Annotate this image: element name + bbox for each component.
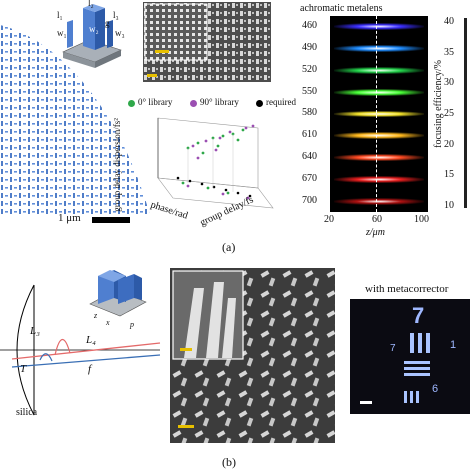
label-g: g — [105, 18, 110, 28]
ray-blue — [11, 354, 161, 368]
xtick-60: 60 — [372, 214, 382, 225]
wavelength-label-670: 670 — [302, 172, 317, 184]
group-delay-3d-plot — [157, 117, 274, 209]
legend-dot-required — [256, 100, 263, 107]
colorbar-tick-40: 40 — [444, 16, 454, 27]
colorbar-tick-30: 30 — [444, 77, 454, 89]
focus-band-640 — [334, 154, 424, 162]
xtick-20: 20 — [324, 214, 334, 225]
metacorrector-image: 7 7 1 6 — [350, 299, 470, 414]
nanostructure-inset — [89, 270, 147, 317]
label-L4: L₄ — [86, 334, 96, 346]
scatter-required — [176, 176, 252, 198]
chart-digit-1: 1 — [450, 339, 457, 351]
wavelength-label-520: 520 — [302, 63, 317, 75]
bar-1 — [410, 333, 414, 353]
label-T: T — [20, 363, 27, 375]
small-bar-1 — [404, 391, 407, 403]
focus-band-580 — [334, 110, 424, 118]
focus-band-520 — [334, 66, 424, 74]
sem-image-bottom — [170, 268, 335, 443]
chart-digit-6: 6 — [432, 383, 439, 395]
panel-b-label: (b) — [222, 455, 236, 469]
pulse-blue — [39, 353, 53, 362]
focus-band-490 — [334, 45, 424, 53]
wavelength-labels: 460 490 520 550 580 610 640 670 700 — [302, 16, 328, 212]
bar-2 — [418, 333, 422, 353]
colorbar — [464, 18, 467, 208]
focal-line — [376, 16, 377, 212]
hbar-1 — [404, 361, 430, 364]
hbar-3 — [404, 373, 430, 376]
scatter-purple — [186, 124, 255, 200]
xtick-100: 100 — [414, 214, 429, 225]
sem-texture — [143, 2, 271, 82]
wavelength-label-700: 700 — [302, 194, 317, 206]
label-silica: silica — [16, 407, 38, 418]
wavelength-label-490: 490 — [302, 42, 317, 54]
focus-band-550 — [334, 88, 424, 96]
focus-band-700 — [334, 197, 424, 205]
legend-dot-lib90 — [190, 100, 197, 107]
legend-lib0: 0° library — [138, 97, 173, 107]
label-f: f — [88, 363, 92, 375]
wavelength-label-610: 610 — [302, 129, 317, 141]
focus-band-610 — [334, 132, 424, 140]
small-bar-3 — [416, 391, 419, 403]
scale-bar-label: 1 μm — [58, 212, 81, 224]
label-L3: L₃ — [30, 325, 40, 337]
metacorrector-scale-bar — [360, 401, 372, 404]
axis-x: x — [106, 318, 110, 327]
metalens-xlabel: z/μm — [366, 227, 385, 238]
label-l1: l₁ — [57, 10, 63, 20]
pulse-red — [54, 338, 71, 356]
legend-lib90: 90° library — [200, 97, 239, 107]
legend-required: required — [266, 97, 296, 107]
sem-bottom-texture — [170, 268, 335, 443]
label-w3: w₃ — [115, 28, 125, 38]
focus-band-670 — [334, 175, 424, 183]
metacorrector-title: with metacorrector — [365, 283, 449, 295]
scatter-stems — [187, 134, 234, 192]
label-l2: l₂ — [88, 0, 94, 8]
unit-cell-diagram — [62, 4, 122, 68]
label-w1: w₁ — [57, 28, 67, 38]
wavelength-label-550: 550 — [302, 85, 317, 97]
small-bar-2 — [410, 391, 413, 403]
focus-band-460 — [334, 23, 424, 31]
colorbar-tick-20: 20 — [444, 138, 454, 150]
wavelength-label-640: 640 — [302, 151, 317, 163]
wavelength-label-460: 460 — [302, 20, 317, 32]
panel-a-label: (a) — [222, 240, 236, 254]
zlabel: group delay dispersion/fs² — [112, 118, 122, 212]
colorbar-tick-25: 25 — [444, 108, 454, 119]
chart-digit-7-large: 7 — [412, 303, 425, 328]
metalens-image — [330, 16, 428, 212]
colorbar-tick-35: 35 — [444, 46, 454, 58]
colorbar-tick-10: 10 — [444, 200, 454, 211]
wavelength-label-580: 580 — [302, 107, 317, 119]
unit-cell-inset: l₂ l₁ l₃ w₁ w₂ w₃ g — [55, 0, 125, 70]
optics-schematic — [0, 284, 161, 416]
colorbar-label: focusing efficiency/% — [433, 60, 444, 148]
hbar-2 — [404, 367, 430, 370]
colorbar-ticks: 40 35 30 25 20 15 10 — [444, 16, 462, 212]
colorbar-tick-15: 15 — [444, 169, 454, 181]
axis-z: z — [94, 311, 98, 320]
bar-3 — [426, 333, 430, 353]
axis-p: p — [130, 320, 134, 329]
legend-dot-lib0 — [128, 100, 135, 107]
label-w2: w₂ — [89, 24, 99, 34]
scale-bar — [92, 217, 130, 223]
ray-red — [11, 342, 161, 360]
sem-image-top — [143, 2, 271, 82]
label-l3: l₃ — [113, 10, 119, 20]
metalens-title: achromatic metalens — [300, 3, 383, 14]
chart-digit-7-small: 7 — [390, 343, 396, 354]
